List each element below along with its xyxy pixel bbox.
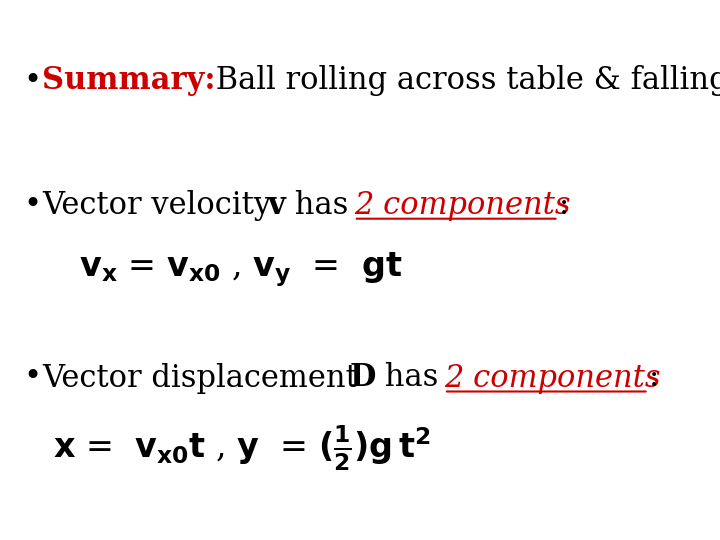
Text: $\mathbf{x}$ =  $\mathbf{v_{x0}}$$\mathbf{t}$ , $\mathbf{y}$  = $\mathbf{(\frac{: $\mathbf{x}$ = $\mathbf{v_{x0}}$$\mathbf… (53, 423, 431, 473)
Text: Ball rolling across table & falling.: Ball rolling across table & falling. (206, 65, 720, 97)
Text: Vector displacement: Vector displacement (42, 362, 368, 394)
Text: Vector velocity: Vector velocity (42, 190, 281, 221)
Text: has: has (375, 362, 448, 394)
Text: •: • (24, 190, 42, 221)
Text: Summary:: Summary: (42, 65, 216, 97)
Text: has: has (284, 190, 358, 221)
Text: $\mathbf{v_x}$ = $\mathbf{v_{x0}}$ , $\mathbf{v_y}$  =  $\mathbf{gt}$: $\mathbf{v_x}$ = $\mathbf{v_{x0}}$ , $\m… (79, 251, 402, 289)
Text: D: D (350, 362, 377, 394)
Text: v: v (268, 190, 286, 221)
Text: •: • (24, 362, 42, 394)
Text: 2 components: 2 components (444, 362, 660, 394)
Text: •: • (24, 65, 42, 97)
Text: 2 components: 2 components (354, 190, 570, 221)
Text: :: : (559, 190, 569, 221)
Text: :: : (649, 362, 659, 394)
